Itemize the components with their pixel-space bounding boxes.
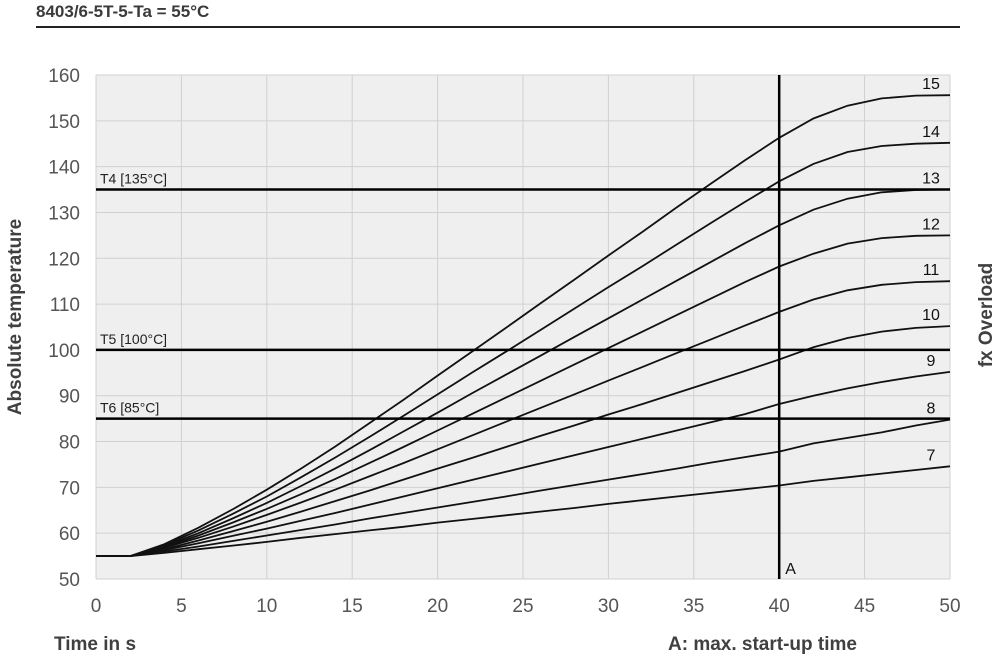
y-tick-label: 90 [59, 387, 80, 408]
series-lines: 7 8 9 10 11 12 13 14 15 [96, 76, 951, 557]
reference-lines: T4 [135°C] T5 [100°C] T6 [85°C] A [96, 75, 950, 579]
x-tick-label: 40 [769, 596, 790, 617]
y-tick-label: 70 [59, 478, 80, 499]
series-label-8: 8 [927, 401, 936, 418]
series-label-14: 14 [922, 124, 940, 141]
series-line-7 [96, 465, 951, 557]
y-tick-label: 130 [48, 203, 80, 224]
reference-line-label: T6 [85°C] [100, 400, 159, 416]
series-line-13 [96, 188, 951, 557]
x-tick-label: 20 [427, 596, 448, 617]
vline-a-label: A [785, 561, 796, 578]
series-line-8 [96, 418, 951, 557]
series-label-10: 10 [922, 307, 940, 324]
y-tick-label: 100 [48, 341, 80, 362]
y-tick-label: 150 [48, 112, 80, 133]
x-tick-label: 30 [598, 596, 619, 617]
series-label-15: 15 [922, 76, 940, 93]
x-tick-label: 5 [176, 596, 187, 617]
series-line-12 [96, 234, 951, 557]
secondary-axis-label: fx Overload [976, 263, 997, 368]
series-line-15 [96, 94, 951, 557]
y-tick-label: 50 [59, 570, 80, 591]
x-axis-label: Time in s [54, 634, 137, 655]
x-tick-label: 25 [512, 596, 533, 617]
y-axis-label: Absolute temperature [5, 219, 26, 415]
series-line-9 [96, 371, 951, 557]
y-tick-label: 160 [48, 66, 80, 87]
series-line-11 [96, 280, 951, 557]
series-label-13: 13 [922, 171, 940, 188]
y-tick-label: 140 [48, 158, 80, 179]
x-tick-label: 10 [256, 596, 277, 617]
series-label-9: 9 [927, 353, 936, 370]
x-tick-label: 35 [683, 596, 704, 617]
tick-labels: 50 60 70 80 90 100 110 120 130 140 150 160 0 5 10 15 20 2… [48, 66, 960, 617]
series-line-14 [96, 141, 951, 557]
x-tick-label: 0 [91, 596, 102, 617]
series-label-7: 7 [927, 447, 936, 464]
y-tick-label: 120 [48, 249, 80, 270]
reference-line-label: T5 [100°C] [100, 331, 167, 347]
y-tick-label: 60 [59, 524, 80, 545]
y-tick-label: 110 [50, 295, 80, 316]
series-label-12: 12 [922, 216, 940, 233]
vline-annotation: A: max. start-up time [668, 634, 857, 655]
title-divider [36, 26, 960, 28]
reference-line-label: T4 [135°C] [100, 171, 167, 187]
series-label-11: 11 [923, 262, 940, 279]
x-tick-label: 50 [939, 596, 960, 617]
x-tick-label: 45 [854, 596, 875, 617]
y-tick-label: 80 [59, 433, 80, 454]
chart-title: 8403/6-5T-5-Ta = 55°C [36, 2, 210, 21]
x-tick-label: 15 [342, 596, 363, 617]
